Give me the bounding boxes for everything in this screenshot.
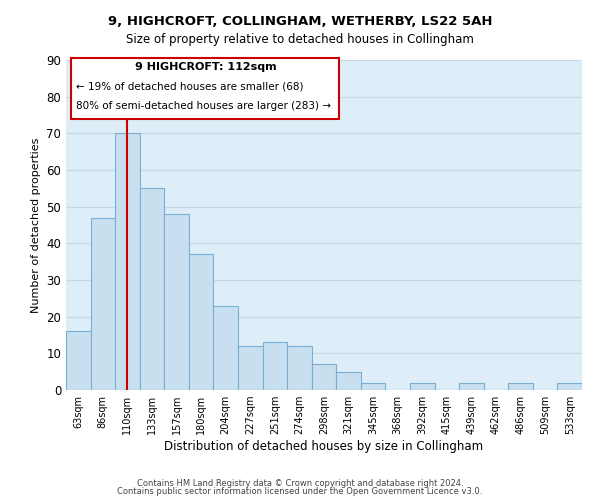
Bar	[410, 382, 434, 390]
Bar	[508, 382, 533, 390]
Text: ← 19% of detached houses are smaller (68): ← 19% of detached houses are smaller (68…	[76, 82, 304, 92]
Bar	[238, 346, 263, 390]
Bar	[263, 342, 287, 390]
Bar	[164, 214, 189, 390]
Bar	[189, 254, 214, 390]
Text: 9, HIGHCROFT, COLLINGHAM, WETHERBY, LS22 5AH: 9, HIGHCROFT, COLLINGHAM, WETHERBY, LS22…	[108, 15, 492, 28]
Bar	[312, 364, 336, 390]
Text: 80% of semi-detached houses are larger (283) →: 80% of semi-detached houses are larger (…	[76, 102, 331, 112]
Bar	[557, 382, 582, 390]
Bar	[140, 188, 164, 390]
Text: Contains public sector information licensed under the Open Government Licence v3: Contains public sector information licen…	[118, 487, 482, 496]
Bar	[336, 372, 361, 390]
Bar	[66, 332, 91, 390]
Text: 9 HIGHCROFT: 112sqm: 9 HIGHCROFT: 112sqm	[134, 62, 276, 72]
Bar	[287, 346, 312, 390]
Y-axis label: Number of detached properties: Number of detached properties	[31, 138, 41, 312]
FancyBboxPatch shape	[71, 58, 340, 120]
Text: Size of property relative to detached houses in Collingham: Size of property relative to detached ho…	[126, 32, 474, 46]
Text: Contains HM Land Registry data © Crown copyright and database right 2024.: Contains HM Land Registry data © Crown c…	[137, 478, 463, 488]
Bar	[459, 382, 484, 390]
Bar	[361, 382, 385, 390]
Bar	[214, 306, 238, 390]
Bar	[115, 134, 140, 390]
X-axis label: Distribution of detached houses by size in Collingham: Distribution of detached houses by size …	[164, 440, 484, 453]
Bar	[91, 218, 115, 390]
